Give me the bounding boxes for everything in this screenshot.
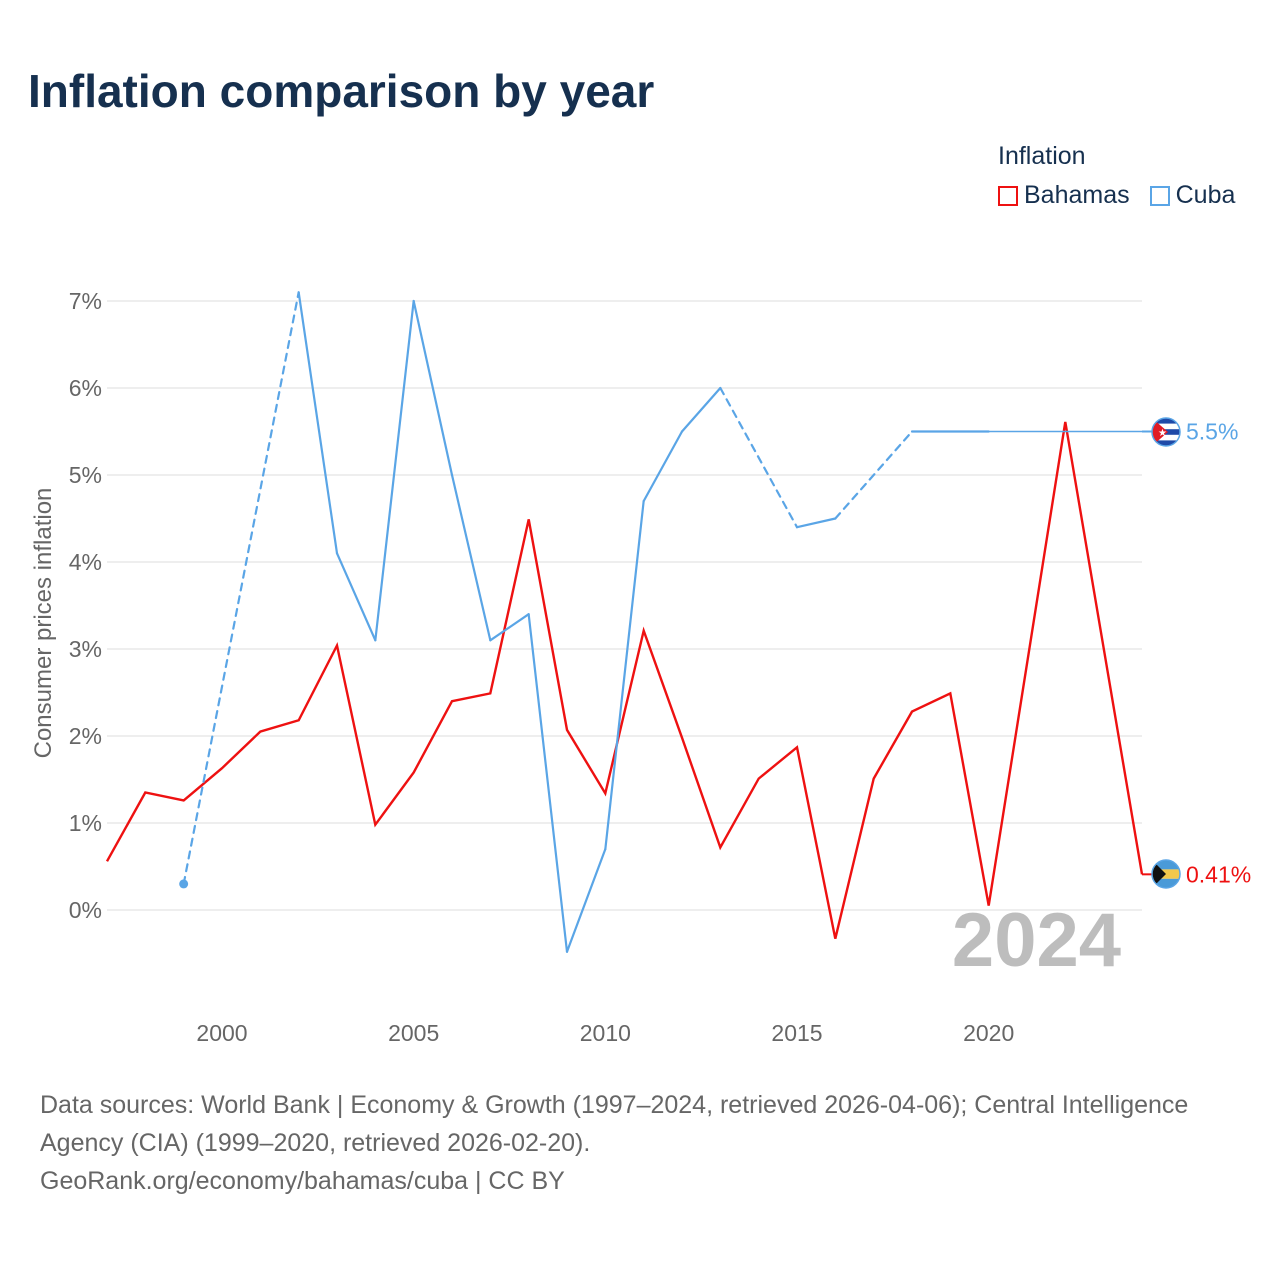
cuba-segment bbox=[297, 291, 339, 555]
y-tick-label: 6% bbox=[69, 375, 102, 401]
legend-item-bahamas[interactable]: Bahamas bbox=[998, 181, 1130, 210]
y-tick-label: 7% bbox=[69, 288, 102, 314]
cuba-segment bbox=[565, 847, 607, 953]
cuba-start-point bbox=[179, 879, 189, 889]
x-tick-label: 2005 bbox=[388, 1020, 439, 1046]
legend-label-cuba: Cuba bbox=[1175, 181, 1236, 209]
y-tick-label: 0% bbox=[69, 897, 102, 923]
credit-link[interactable]: GeoRank.org/economy/bahamas/cuba | CC BY bbox=[40, 1167, 565, 1195]
cuba-segment bbox=[834, 430, 914, 520]
cuba-segment bbox=[374, 299, 415, 642]
x-tick-label: 2015 bbox=[771, 1020, 822, 1046]
cuba-segment bbox=[719, 386, 799, 529]
legend: Inflation Bahamas Cuba bbox=[998, 142, 1235, 210]
cuba-segment bbox=[795, 517, 837, 529]
chart-title: Inflation comparison by year bbox=[28, 65, 655, 117]
y-tick-label: 5% bbox=[69, 462, 102, 488]
legend-item-cuba[interactable]: Cuba bbox=[1149, 181, 1236, 210]
x-tick-label: 2010 bbox=[580, 1020, 631, 1046]
bahamas-end-label: 0.41% bbox=[1186, 861, 1251, 887]
year-watermark-layer: 2024 bbox=[952, 898, 1121, 983]
x-tick-label: 2000 bbox=[196, 1020, 247, 1046]
legend-label-bahamas: Bahamas bbox=[1024, 181, 1130, 209]
cuba-segment bbox=[489, 613, 530, 642]
axes: Consumer prices inflation 0% 1% 2% 3% 4% 5% 6%… bbox=[30, 288, 1014, 1046]
y-tick-label: 1% bbox=[69, 810, 102, 836]
cuba-segment bbox=[642, 430, 684, 503]
y-tick-label: 3% bbox=[69, 636, 102, 662]
cuba-end-label: 5.5% bbox=[1186, 419, 1238, 445]
legend-items: Bahamas Cuba bbox=[998, 181, 1235, 210]
gridlines bbox=[107, 300, 1142, 911]
end-markers: ★ bbox=[1151, 417, 1181, 889]
legend-swatch-bahamas bbox=[998, 185, 1018, 206]
data-sources: Data sources: World Bank | Economy & Gro… bbox=[40, 1091, 1189, 1157]
bahamas-series-line bbox=[105, 421, 1144, 939]
cuba-segment bbox=[527, 613, 569, 953]
y-tick-label: 4% bbox=[69, 549, 102, 575]
cuba-segment bbox=[680, 386, 722, 433]
y-tick-label: 2% bbox=[69, 723, 102, 749]
legend-swatch-cuba bbox=[1149, 185, 1170, 206]
cuba-segment bbox=[335, 552, 377, 642]
svg-text:★: ★ bbox=[1158, 428, 1167, 439]
cuba-segment bbox=[604, 500, 645, 851]
line-chart: Consumer prices inflation 0% 1% 2% 3% 4% 5% 6%… bbox=[30, 288, 1251, 1046]
cuba-segment bbox=[412, 299, 454, 477]
year-watermark: 2024 bbox=[952, 898, 1121, 983]
footer: Data sources: World Bank | Economy & Gro… bbox=[40, 1086, 1240, 1200]
cuba-segment bbox=[450, 473, 492, 642]
x-tick-label: 2020 bbox=[963, 1020, 1014, 1046]
series-lines bbox=[105, 291, 1152, 953]
y-axis-title: Consumer prices inflation bbox=[30, 488, 57, 759]
end-labels: 0.41% 5.5% bbox=[1186, 419, 1251, 888]
legend-title: Inflation bbox=[998, 142, 1086, 170]
cuba-segment bbox=[182, 291, 300, 886]
cuba-flag-icon: ★ bbox=[1151, 417, 1181, 447]
bahamas-flag-icon bbox=[1151, 859, 1181, 889]
